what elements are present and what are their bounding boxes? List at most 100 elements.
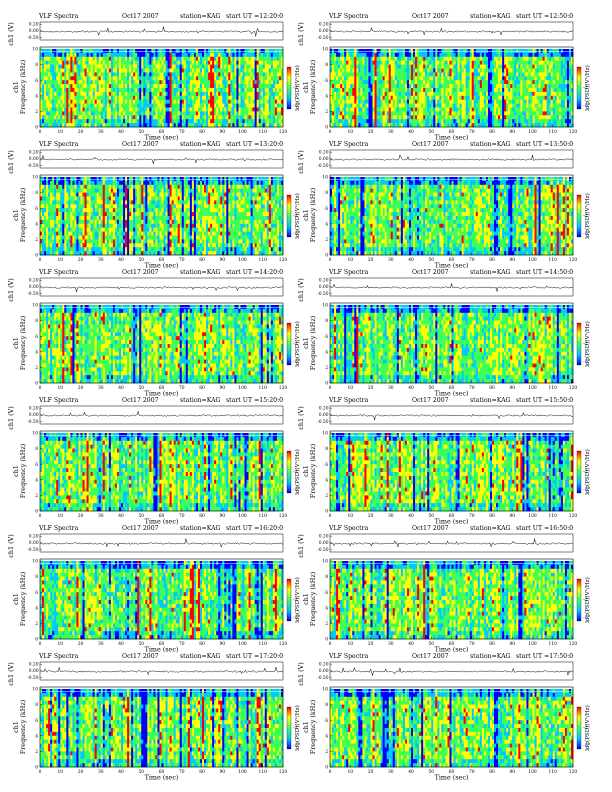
spectrogram-cell — [524, 115, 526, 119]
spectrogram-cell — [208, 92, 210, 96]
spectrogram-cell — [182, 57, 184, 61]
spectrogram-cell — [352, 61, 354, 65]
spectrogram-cell — [137, 111, 139, 115]
spectrogram-cell — [269, 92, 271, 96]
spectrogram-cell — [510, 96, 512, 100]
spectrogram-cell — [433, 92, 435, 96]
spectrogram-cell — [533, 53, 535, 57]
spectrogram-cell — [275, 72, 277, 76]
spectrogram-cell — [569, 76, 571, 80]
spectrogram-cell — [121, 119, 123, 123]
spectrogram-cell — [115, 108, 117, 112]
spectrogram-cell — [387, 72, 389, 76]
spectrogram-cell — [413, 72, 415, 76]
spectrogram-cell — [417, 72, 419, 76]
spectrogram-cell — [407, 88, 409, 92]
spectrogram-cell — [204, 80, 206, 84]
spectrogram-cell — [557, 104, 559, 108]
spectrogram-cell — [456, 100, 458, 104]
spectrogram-cell — [435, 108, 437, 112]
spectrogram-cell — [180, 92, 182, 96]
spectrogram-cell — [40, 100, 42, 104]
spectrogram-cell — [492, 119, 494, 123]
panel-date: Oct17 2007 — [122, 13, 159, 20]
spectrogram-cell — [377, 119, 379, 123]
spectrogram-cell — [245, 108, 247, 112]
spectrogram-cell — [393, 84, 395, 88]
spectrogram-cell — [125, 111, 127, 115]
spectrogram-cell — [176, 69, 178, 73]
spectrogram-cell — [435, 115, 437, 119]
spectrogram-cell — [85, 111, 87, 115]
spectrogram-cell — [526, 123, 528, 127]
spectrogram-cell — [68, 104, 70, 108]
spectrogram-cell — [419, 69, 421, 73]
spectrogram-cell — [129, 119, 131, 123]
spectrogram-cell — [437, 92, 439, 96]
spectrogram-cell — [123, 111, 125, 115]
spectrogram-cell — [76, 96, 78, 100]
spectrogram-cell — [97, 115, 99, 119]
spectrogram-cell — [230, 84, 232, 88]
spectrogram-cell — [66, 72, 68, 76]
spectrogram-cell — [526, 76, 528, 80]
spectrogram-cell — [44, 72, 46, 76]
spectrogram-cell — [431, 88, 433, 92]
spectrogram-cell — [174, 57, 176, 61]
spectrogram-cell — [198, 92, 200, 96]
spectrogram-cell — [145, 88, 147, 92]
spectrogram-cell — [251, 123, 253, 127]
spectrogram-cell — [50, 115, 52, 119]
spectrogram-cell — [498, 111, 500, 115]
spectrogram-cell — [196, 88, 198, 92]
spectrogram-cell — [188, 108, 190, 112]
spectrogram-cell — [186, 96, 188, 100]
spectrogram-cell — [218, 123, 220, 127]
spectrogram-cell — [472, 69, 474, 73]
spectrogram-cell — [490, 80, 492, 84]
spectrogram-cell — [125, 76, 127, 80]
spectrogram-cell — [249, 76, 251, 80]
spectrogram-cell — [472, 88, 474, 92]
spectrogram-cell — [226, 53, 228, 57]
spectrogram-cell — [162, 115, 164, 119]
spectrogram-cell — [358, 88, 360, 92]
spectrogram-cell — [383, 53, 385, 57]
spectrogram-cell — [85, 104, 87, 108]
spectrogram-cell — [447, 92, 449, 96]
spectrogram-cell — [155, 53, 157, 57]
spectrogram-cell — [454, 96, 456, 100]
spectrogram-cell — [279, 100, 281, 104]
spectrogram-cell — [97, 53, 99, 57]
spectrogram-cell — [492, 69, 494, 73]
spectrogram-cell — [218, 80, 220, 84]
spectrogram-cell — [200, 104, 202, 108]
spectrogram-cell — [133, 100, 135, 104]
spectrogram-cell — [389, 53, 391, 57]
spectrogram-cell — [87, 123, 89, 127]
spectrogram-cell — [105, 69, 107, 73]
spectrogram-cell — [85, 84, 87, 88]
spectrogram-cell — [149, 88, 151, 92]
spectrogram-cell — [83, 111, 85, 115]
spectrogram-cell — [528, 111, 530, 115]
spectrogram-cell — [567, 104, 569, 108]
spectrogram-cell — [277, 119, 279, 123]
spectrogram-cell — [526, 92, 528, 96]
spectrogram-cell — [234, 53, 236, 57]
spectrogram-cell — [375, 108, 377, 112]
spectrogram-cell — [103, 69, 105, 73]
spectrogram-cell — [549, 100, 551, 104]
spectrogram-cell — [549, 88, 551, 92]
spectrogram-cell — [348, 100, 350, 104]
spectrogram-cell — [385, 76, 387, 80]
spectrogram-cell — [385, 88, 387, 92]
spectrogram-cell — [188, 65, 190, 69]
spectrogram-cell — [125, 108, 127, 112]
spectrogram-cell — [364, 104, 366, 108]
spectrogram-cell — [56, 65, 58, 69]
spectrogram-cell — [557, 65, 559, 69]
spectrogram-cell — [494, 96, 496, 100]
spectrogram-cell — [131, 100, 133, 104]
spectrogram-cell — [569, 61, 571, 65]
